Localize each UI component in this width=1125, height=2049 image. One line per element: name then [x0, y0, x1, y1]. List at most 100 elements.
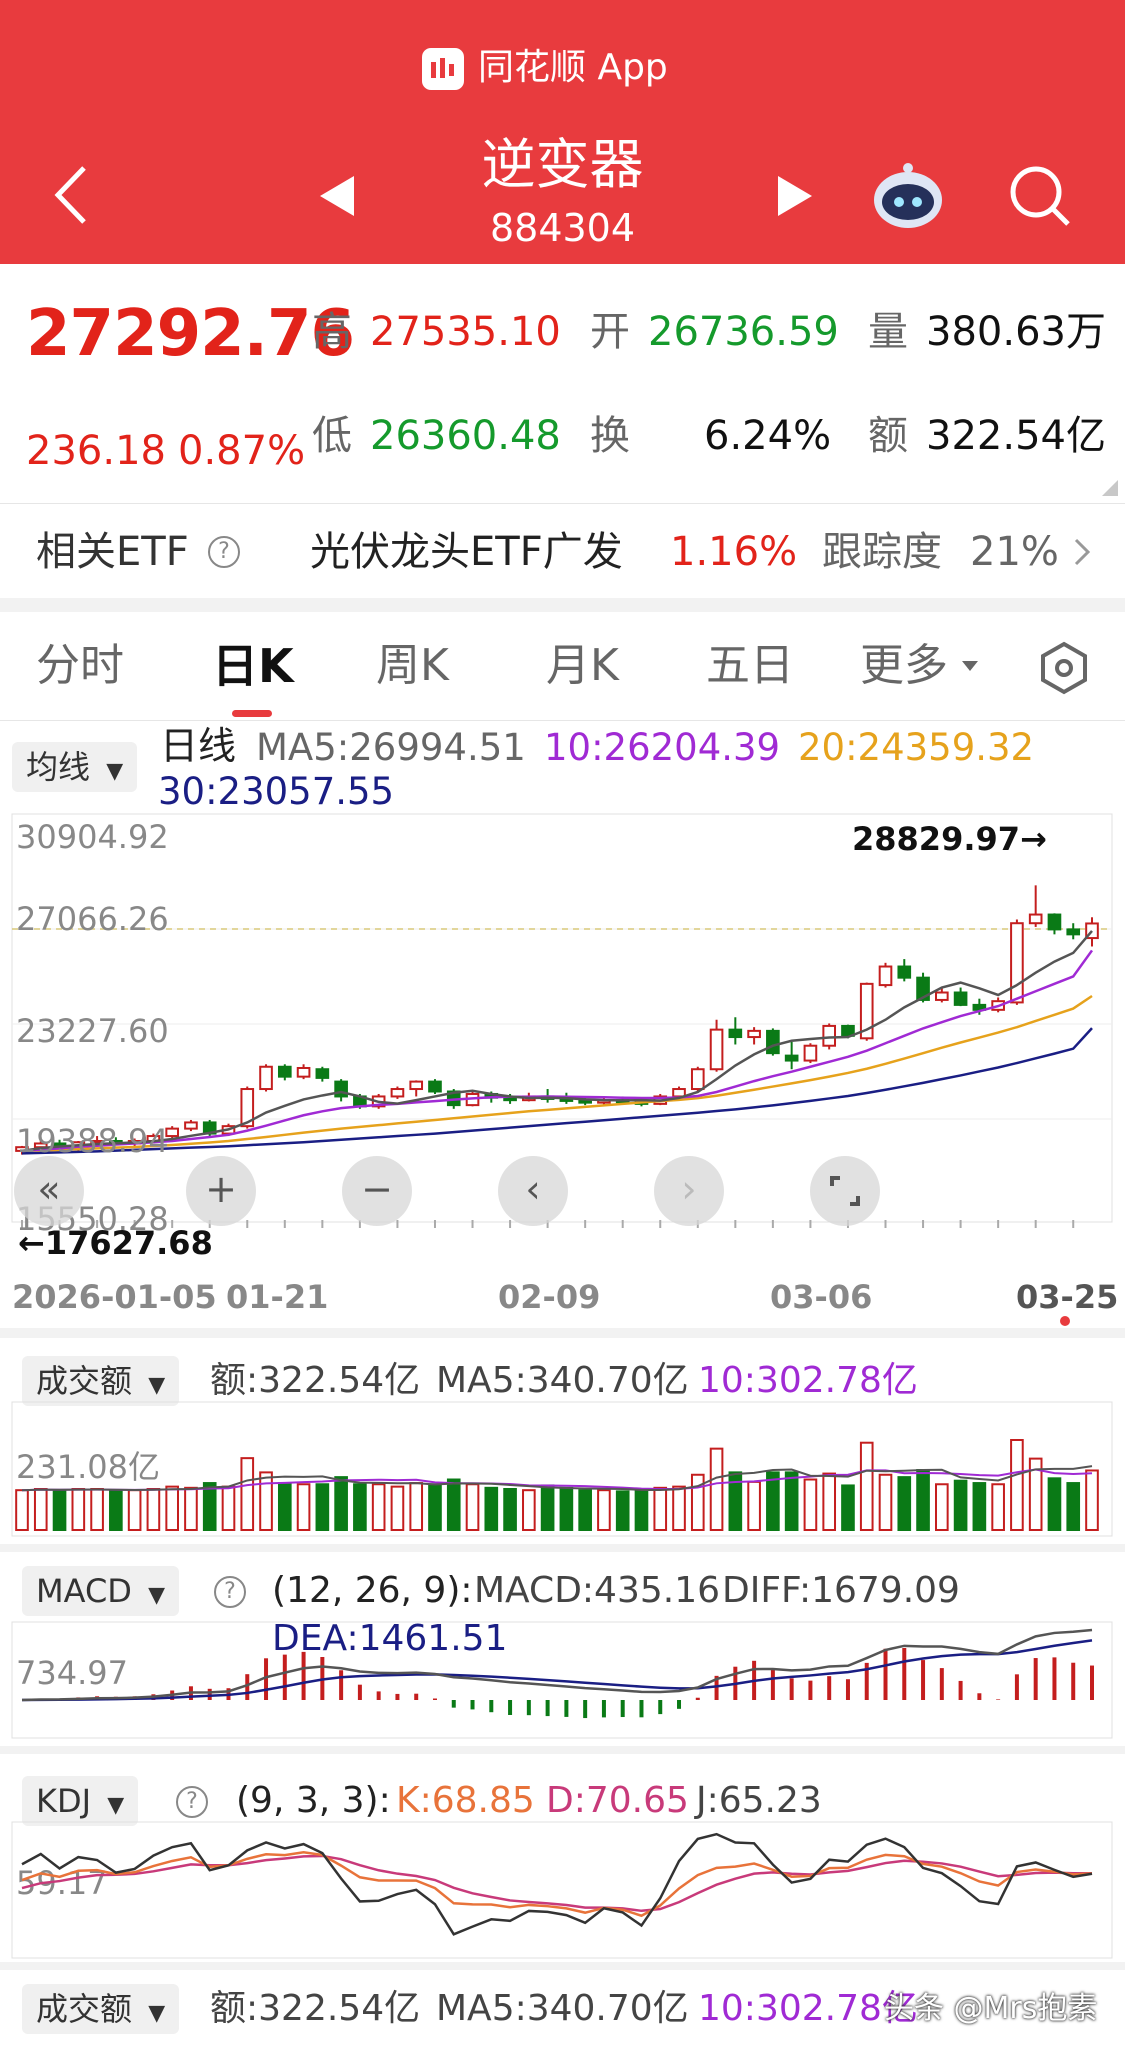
candle-down — [916, 976, 930, 1001]
volume-chart[interactable] — [0, 1400, 1125, 1540]
ma30-label: 30:23057.55 — [158, 770, 395, 813]
macd-value: MACD:435.16 — [474, 1570, 721, 1611]
candle-up — [690, 1068, 705, 1091]
tab-weekly-k[interactable]: 周K — [376, 640, 449, 691]
tab-monthly-k[interactable]: 月K — [546, 640, 619, 691]
robot-assistant-icon[interactable] — [870, 160, 946, 232]
volume-bar-down — [578, 1489, 592, 1532]
kdj-help-icon[interactable]: ? — [176, 1786, 208, 1818]
chart-frame — [11, 1621, 1113, 1739]
app-header: 同花顺 App 逆变器 884304 — [0, 0, 1125, 264]
caret-down-icon: ▼ — [148, 1373, 166, 1398]
volume-dropdown-label: 成交额 — [36, 1362, 133, 1400]
volume-bar-down — [484, 1486, 499, 1531]
volume-bar-up — [522, 1489, 536, 1532]
high-value: 27535.10 — [370, 309, 561, 355]
volume-bar-down — [559, 1486, 574, 1531]
etf-name[interactable]: 光伏龙头ETF广发 — [310, 529, 623, 575]
volume-bar-up — [878, 1473, 893, 1532]
ma5-label: MA5:26994.51 — [256, 726, 526, 769]
candle-up — [935, 991, 949, 1001]
caret-down-icon: ▼ — [148, 1583, 166, 1608]
tab-five-day[interactable]: 五日 — [706, 640, 794, 691]
candle-down — [728, 1028, 743, 1039]
y-tick-2: 27066.26 — [16, 900, 169, 938]
rewind-icon[interactable]: « — [14, 1156, 84, 1226]
ma-dropdown[interactable]: 均线 ▼ — [12, 742, 138, 792]
zoom-in-icon[interactable]: + — [186, 1156, 256, 1226]
turnover-value: 6.24% — [704, 413, 832, 459]
tab-fenshi[interactable]: 分时 — [36, 640, 124, 691]
volume-bar-up — [859, 1441, 874, 1531]
macd-chart[interactable] — [0, 1620, 1125, 1740]
tab-more[interactable]: 更多 — [860, 640, 948, 691]
macd-dea: DEA:1461.51 — [272, 1618, 508, 1659]
settings-hexagon-icon[interactable] — [1036, 640, 1092, 696]
section-separator — [0, 1328, 1125, 1338]
volume-bar-up — [259, 1471, 273, 1531]
next-stock-icon[interactable] — [774, 174, 814, 218]
volume2-amount-label: 额:322.54亿 — [210, 1988, 421, 2029]
candle-down — [1066, 928, 1081, 936]
volume2-dropdown[interactable]: 成交额 ▼ — [22, 1984, 180, 2034]
search-icon[interactable] — [1008, 164, 1072, 228]
volume-bar-up — [90, 1488, 104, 1531]
kdj-dropdown[interactable]: KDJ ▼ — [22, 1776, 139, 1826]
volume-bar-down — [202, 1482, 217, 1531]
pan-right-icon[interactable]: › — [654, 1156, 724, 1226]
zoom-out-icon[interactable]: − — [342, 1156, 412, 1226]
stock-code: 884304 — [489, 206, 636, 250]
macd-dropdown[interactable]: MACD ▼ — [22, 1566, 180, 1616]
prev-stock-icon[interactable] — [318, 174, 358, 218]
macd-diff: DIFF:1679.09 — [722, 1570, 960, 1611]
volume-bar-down — [784, 1471, 799, 1531]
tab-daily-k[interactable]: 日K — [212, 639, 294, 693]
volume-bar-down — [334, 1476, 348, 1531]
diff-line — [21, 1628, 1093, 1702]
volume-bar-up — [991, 1483, 1005, 1531]
volume-bar-down — [540, 1484, 555, 1532]
kdj-j: J:65.23 — [696, 1780, 822, 1821]
price-change-pct: 0.87% — [178, 428, 306, 474]
candle-up — [1028, 913, 1043, 925]
macd-help-icon[interactable]: ? — [214, 1576, 246, 1608]
min-price-label: ←17627.68 — [18, 1224, 213, 1262]
volume-bar-down — [52, 1489, 67, 1532]
chevron-right-icon[interactable] — [1072, 536, 1092, 568]
kdj-d: D:70.65 — [546, 1780, 689, 1821]
candle-up — [803, 1044, 818, 1062]
candle-down — [766, 1029, 780, 1055]
ma10-line — [21, 949, 1094, 1153]
candle-up — [390, 1088, 405, 1098]
etf-help-icon[interactable]: ? — [208, 536, 240, 568]
volume-bar-up — [127, 1489, 142, 1532]
candle-down — [953, 991, 968, 1006]
volume-bar-up — [371, 1483, 386, 1531]
kdj-params: (9, 3, 3): — [236, 1780, 391, 1821]
candle-down — [503, 1096, 517, 1102]
volume-bar-up — [296, 1483, 311, 1531]
volume-value: 380.63万 — [926, 309, 1106, 355]
kline-chart[interactable] — [0, 810, 1125, 1230]
volume-bar-up — [803, 1478, 818, 1531]
section-separator — [0, 598, 1125, 612]
back-icon[interactable] — [48, 160, 96, 230]
pan-left-icon[interactable]: ‹ — [498, 1156, 568, 1226]
candle-up — [747, 1029, 761, 1039]
volume-dropdown[interactable]: 成交额 ▼ — [22, 1356, 180, 1406]
macd-dropdown-label: MACD — [36, 1572, 132, 1610]
volume-bar-down — [353, 1483, 367, 1531]
caret-down-icon: ▼ — [106, 759, 124, 784]
y-tick-4: 19388.94 — [16, 1122, 169, 1160]
volume-bar-up — [1010, 1439, 1024, 1531]
macd-y-tick: 734.97 — [16, 1654, 128, 1692]
amount-label: 额 — [868, 413, 908, 459]
kdj-dropdown-label: KDJ — [36, 1782, 92, 1820]
fullscreen-icon[interactable] — [810, 1156, 880, 1226]
kdj-chart[interactable] — [0, 1820, 1125, 1960]
volume-ma10-label: 10:302.78亿 — [698, 1360, 918, 1401]
turnover-label: 换 — [590, 413, 630, 459]
volume-bar-down — [315, 1483, 330, 1531]
x-tick-2: 01-21 — [226, 1278, 329, 1316]
app-logo-icon — [422, 48, 464, 90]
